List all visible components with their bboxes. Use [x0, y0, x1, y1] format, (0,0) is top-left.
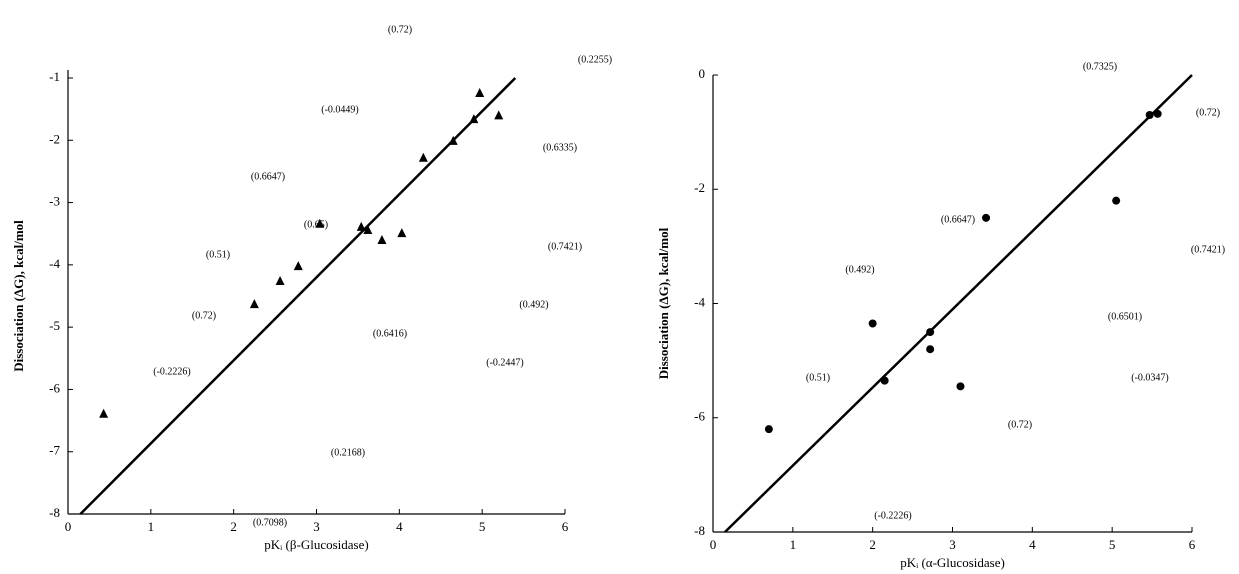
point [99, 408, 109, 418]
point [868, 319, 877, 328]
y-tick-label: -6 [694, 409, 705, 424]
x-tick-label: 2 [230, 519, 237, 534]
point [448, 135, 458, 145]
point [293, 261, 303, 271]
point [475, 87, 485, 97]
point [1112, 196, 1121, 205]
y-tick-label: -2 [49, 131, 60, 146]
y-axis-label: Dissociation (ΔG), kcal/mol [11, 220, 26, 372]
point [315, 218, 325, 228]
annotation: (0.51) [206, 249, 230, 260]
annotation: (0.6647) [251, 171, 285, 182]
annotation: (0.6647) [941, 214, 975, 225]
point [275, 276, 285, 286]
x-tick-label: 3 [949, 537, 956, 552]
x-axis-label: pKᵢ (β-Glucosidase) [264, 537, 368, 552]
annotation: (0.65) [304, 219, 328, 230]
x-tick-label: 5 [479, 519, 486, 534]
point [982, 213, 991, 222]
point [377, 234, 387, 244]
annotation: (0.7098) [253, 517, 287, 528]
point [494, 110, 504, 120]
point [356, 221, 366, 231]
annotation: (0.6501) [1108, 311, 1142, 322]
y-tick-label: -8 [49, 505, 60, 520]
x-tick-label: 0 [65, 519, 72, 534]
annotation: (0.2168) [331, 447, 365, 458]
x-tick-label: 1 [790, 537, 797, 552]
x-tick-label: 6 [562, 519, 569, 534]
point [469, 114, 479, 124]
fit-line [79, 77, 517, 515]
annotation: (-0.0449) [321, 104, 359, 115]
annotation: (0.2255) [578, 54, 612, 65]
annotation: (0.7421) [548, 241, 582, 252]
annotation: (0.7325) [1083, 61, 1117, 72]
point [1145, 110, 1154, 119]
annotation: (0.72) [1008, 419, 1032, 430]
x-tick-label: 6 [1189, 537, 1196, 552]
annotation: (0.51) [806, 372, 830, 383]
point [764, 425, 773, 434]
y-tick-label: -1 [49, 69, 60, 84]
y-tick-label: -2 [694, 180, 705, 195]
y-axis-label: Dissociation (ΔG), kcal/mol [656, 227, 671, 379]
y-tick-label: -7 [49, 443, 60, 458]
y-tick-label: -8 [694, 523, 705, 538]
point [249, 299, 259, 309]
y-tick-label: -4 [49, 256, 60, 271]
annotation: (-0.0347) [1131, 372, 1169, 383]
annotation: (-0.2226) [874, 510, 912, 521]
annotation: (0.492) [845, 264, 874, 275]
point [418, 152, 428, 162]
point [956, 382, 965, 391]
annotation: (0.492) [519, 299, 548, 310]
y-tick-label: -4 [694, 294, 705, 309]
fit-line [724, 74, 1193, 533]
x-tick-label: 2 [869, 537, 876, 552]
annotation: (0.7421) [1191, 244, 1225, 255]
x-tick-label: 1 [148, 519, 155, 534]
annotation: (-0.2226) [153, 366, 191, 377]
y-tick-label: 0 [699, 66, 706, 81]
point [363, 224, 373, 234]
annotation: (-0.2447) [486, 357, 524, 368]
x-axis-label: pKᵢ (α-Glucosidase) [900, 555, 1005, 570]
x-tick-label: 5 [1109, 537, 1116, 552]
point [1153, 109, 1162, 118]
x-tick-label: 0 [710, 537, 717, 552]
annotation: (0.72) [388, 24, 412, 35]
annotation: (0.72) [192, 310, 216, 321]
annotation: (0.6416) [373, 328, 407, 339]
point [926, 345, 935, 354]
point [880, 376, 889, 385]
annotation: (0.72) [1196, 107, 1220, 118]
annotation: (0.6335) [543, 142, 577, 153]
y-tick-label: -5 [49, 318, 60, 333]
point [397, 228, 407, 238]
y-tick-label: -3 [49, 194, 60, 209]
x-tick-label: 4 [396, 519, 403, 534]
x-tick-label: 3 [313, 519, 320, 534]
point [926, 328, 935, 337]
x-tick-label: 4 [1029, 537, 1036, 552]
y-tick-label: -6 [49, 380, 60, 395]
